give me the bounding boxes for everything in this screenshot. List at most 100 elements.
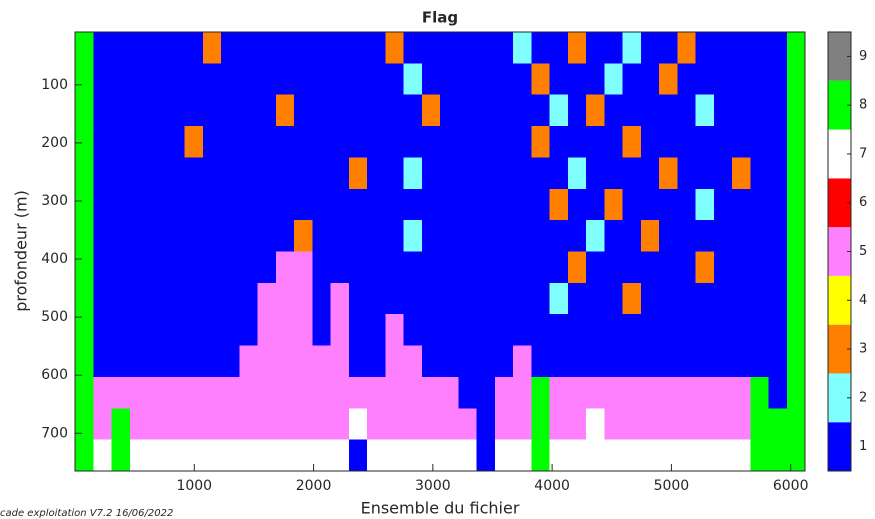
heatmap-cell (184, 439, 204, 472)
heatmap-cell (695, 345, 715, 378)
heatmap-cell (440, 220, 459, 252)
colorbar-segment (828, 178, 851, 228)
heatmap-cell (403, 439, 423, 472)
heatmap-cell (586, 345, 605, 378)
heatmap-cell (294, 251, 313, 284)
heatmap-cell (640, 314, 660, 346)
heatmap-cell (622, 345, 642, 378)
heatmap-cell (659, 376, 678, 409)
heatmap-cell (385, 126, 404, 158)
heatmap-cell (367, 314, 386, 346)
heatmap-cell (421, 220, 441, 252)
heatmap-cell (567, 63, 587, 96)
heatmap-cell (257, 63, 277, 96)
heatmap-cell (166, 126, 185, 158)
heatmap-cell (640, 63, 660, 96)
heatmap-cell (93, 251, 112, 284)
heatmap-cell (567, 282, 587, 315)
heatmap-cell (202, 157, 222, 190)
heatmap-cell (476, 314, 496, 346)
heatmap-cell (275, 376, 295, 409)
heatmap-cell (367, 32, 386, 64)
heatmap-cell (184, 32, 204, 64)
x-tick-label: 6000 (773, 478, 809, 494)
heatmap-cell (586, 32, 605, 64)
heatmap-cell (421, 32, 441, 64)
heatmap-cell (567, 220, 587, 252)
heatmap-cell (440, 126, 459, 158)
heatmap-cell (768, 126, 788, 158)
heatmap-cell (129, 94, 149, 127)
heatmap-cell (713, 439, 733, 472)
heatmap-cell (659, 408, 678, 441)
heatmap-cell (513, 126, 532, 158)
heatmap-cell (659, 63, 678, 96)
heatmap-cell (367, 157, 386, 190)
heatmap-cell (421, 157, 441, 190)
heatmap-cell (549, 314, 569, 346)
heatmap-cell (148, 376, 167, 409)
heatmap-cell (604, 126, 623, 158)
heatmap-cell (385, 376, 404, 409)
heatmap-cell (768, 220, 788, 252)
heatmap-cell (239, 408, 258, 441)
heatmap-cell (75, 282, 94, 315)
heatmap-cell (348, 376, 368, 409)
heatmap-cell (768, 94, 788, 127)
heatmap-cell (440, 408, 459, 441)
heatmap-cell (604, 345, 623, 378)
heatmap-cell (403, 408, 423, 441)
y-axis-label: profondeur (m) (12, 190, 31, 312)
heatmap-cell (659, 157, 678, 190)
heatmap-cell (713, 282, 733, 315)
heatmap-cell (531, 94, 550, 127)
heatmap-cell (531, 32, 550, 64)
heatmap-cell (713, 345, 733, 378)
heatmap-cell (184, 345, 204, 378)
heatmap-cell (494, 188, 514, 221)
heatmap-cell (166, 63, 185, 96)
y-tick-label: 100 (41, 77, 68, 93)
heatmap-cell (640, 220, 660, 252)
heatmap-cell (458, 157, 477, 190)
colorbar-tick-label: 6 (859, 195, 867, 210)
heatmap-cell (75, 94, 94, 127)
heatmap-cell (513, 376, 532, 409)
heatmap-cell (586, 157, 605, 190)
colorbar-segment (828, 373, 851, 423)
heatmap-cell (695, 408, 715, 441)
heatmap-cell (129, 408, 149, 441)
heatmap-cell (257, 345, 277, 378)
y-tick-label: 700 (41, 425, 68, 441)
heatmap-cell (202, 126, 222, 158)
heatmap-cell (275, 220, 295, 252)
heatmap-cell (549, 126, 569, 158)
colorbar-tick-label: 4 (859, 293, 867, 308)
heatmap-cell (586, 94, 605, 127)
heatmap-cell (659, 439, 678, 472)
heatmap-cell (385, 282, 404, 315)
heatmap-cell (677, 126, 696, 158)
heatmap-cell (768, 439, 788, 472)
x-tick-label: 2000 (296, 478, 332, 494)
heatmap-cell (604, 157, 623, 190)
heatmap-cell (549, 376, 569, 409)
heatmap-cell (494, 63, 514, 96)
heatmap-cell (202, 32, 222, 64)
heatmap-cell (221, 157, 240, 190)
heatmap-cell (604, 94, 623, 127)
heatmap-cell (202, 345, 222, 378)
heatmap-cell (622, 188, 642, 221)
heatmap-cell (348, 314, 368, 346)
heatmap-cell (549, 345, 569, 378)
heatmap-cell (403, 376, 423, 409)
heatmap-cell (440, 32, 459, 64)
heatmap-cell (294, 157, 313, 190)
heatmap-cell (677, 251, 696, 284)
x-axis-label: Ensemble du fichier (361, 499, 520, 518)
heatmap-cell (786, 251, 806, 284)
heatmap-cell (768, 157, 788, 190)
heatmap-cell (367, 63, 386, 96)
heatmap-cell (476, 376, 496, 409)
heatmap-cell (403, 282, 423, 315)
